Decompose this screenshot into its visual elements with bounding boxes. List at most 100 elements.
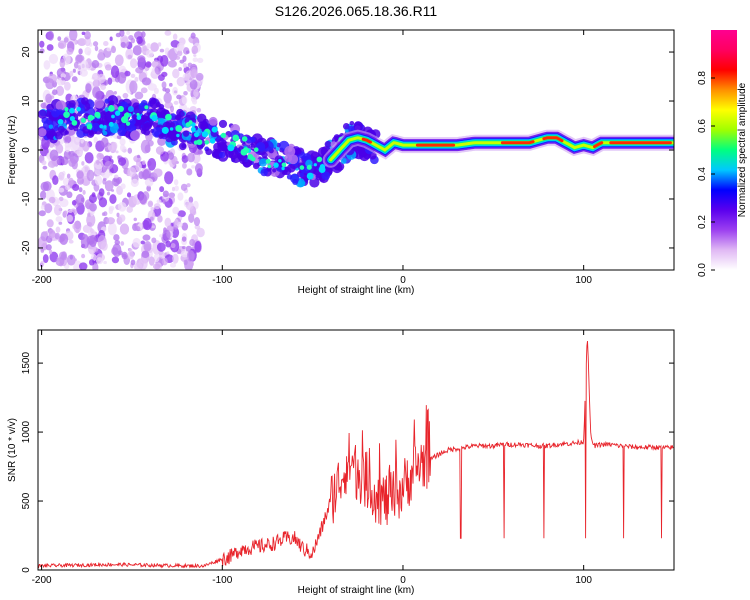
spectrogram-cell [159,234,163,238]
spectrogram-cell [209,138,216,144]
spectrogram-cell [106,217,115,225]
spectrogram-cell [182,162,187,169]
spectrogram-cell [170,242,176,249]
colorbar-tick-label: 0.0 [697,263,708,277]
spectrogram-cell [162,198,166,204]
spectrogram-cell [51,108,61,118]
spectrogram-cell [288,154,299,165]
spectrogram-cell [147,83,157,91]
spectrogram-cell [340,158,347,164]
spectrogram-cell [151,237,157,244]
spectrogram-cell [137,154,141,159]
spectrogram-cell [117,71,127,84]
spectrogram-cell [127,250,135,260]
spectrogram-cell [39,40,45,48]
spectrogram-cell [68,239,74,244]
spectrogram-cell [84,46,92,56]
spectrogram-cell [181,96,188,105]
spectrogram-cell [181,236,187,242]
spectrogram-cell [57,36,62,42]
spectrogram-cell [182,130,190,137]
spectrogram-cell [115,150,119,154]
snr-xlabel: Height of straight line (km) [298,585,415,596]
spectrogram-cell [130,259,136,266]
spectrogram-cell [71,76,78,83]
spectrogram-cell [119,123,126,130]
spectrogram-cell [64,81,71,91]
colorbar-tick-label: 0.4 [697,167,708,181]
spectrogram-cell [102,130,108,136]
spectrogram-cell [153,253,160,263]
x-tick-label: -200 [32,575,52,586]
spectrogram-cell [121,116,129,124]
spectrogram-cell [40,204,45,210]
spectrogram-cell [61,76,65,81]
spectrogram-cell [159,186,165,193]
spectrogram-cell [58,171,65,181]
spectrogram-cell [140,139,151,154]
spectrogram-cell [348,125,355,132]
spectrogram-cell [104,180,114,192]
colorbar-tick-label: 0.2 [697,215,708,229]
spectrogram-cell [64,142,70,148]
spectrogram-cell [284,145,296,157]
spectrogram-cell [177,50,183,57]
spectrogram-cell [349,120,355,126]
x-tick-label: -100 [212,575,232,586]
spectrogram-cell [315,173,323,181]
spectrogram-cell [136,115,142,120]
spectrogram-cell [119,214,126,223]
spectrogram-cell [142,160,146,165]
spectrogram-cell [180,183,188,191]
spectrogram-cell [95,257,104,265]
spectrogram-cell [91,72,100,81]
spectrogram-cell [81,161,85,166]
spectrogram-cell [147,200,154,208]
spectrogram-cell [47,30,55,41]
spectrogram-cell [110,45,116,54]
spectrogram-cell [183,259,188,266]
spectrogram-cell [197,149,204,155]
spectrogram-peak-segment [593,141,604,149]
spectrogram-cell [132,45,142,56]
spectrogram-cell [253,147,259,152]
spectrogram-cell [77,65,82,70]
spectrogram-cell [136,112,140,117]
chart-title: S126.2026.065.18.36.R11 [275,3,438,19]
spectrogram-cell [176,42,185,52]
spectrogram-cell [306,172,314,180]
spectrogram-cell [157,42,162,47]
spectrogram-cell [110,65,120,78]
spectrogram-cell [111,256,120,264]
spectrogram-cell [194,224,201,230]
spectrogram-cell [120,41,126,48]
spectrogram-cell [117,202,127,212]
spectrogram-cell [101,212,106,217]
spectrogram-cell [130,58,138,69]
spectrogram-cell [58,221,63,225]
spectrogram-cell [58,42,65,49]
spectrogram-cell [88,194,97,204]
spectrogram-cell [172,253,179,264]
spectrogram-cell [211,126,218,133]
spectrogram-cell [126,30,131,36]
spectrogram-cell [124,70,131,77]
spectrogram-cell [60,73,66,79]
spectrogram-cell [305,159,313,167]
spectrogram-cell [113,90,117,95]
spectrogram-cell [144,178,154,187]
spectrogram-cell [41,242,48,251]
spectrogram-cell [186,183,191,188]
spectrogram-cell [132,113,138,120]
spectrogram-cell [170,133,178,141]
spectrogram-cell [108,205,115,211]
spectrogram-cell [68,209,73,214]
spectrogram-cell [164,30,172,36]
spectrogram-cell [250,156,256,162]
spectrogram-cell [151,114,158,122]
spectrogram-cell [175,55,181,60]
spectrogram-cell [89,228,94,234]
spectrogram-cell [92,86,101,99]
spectrogram-cell [143,241,152,252]
